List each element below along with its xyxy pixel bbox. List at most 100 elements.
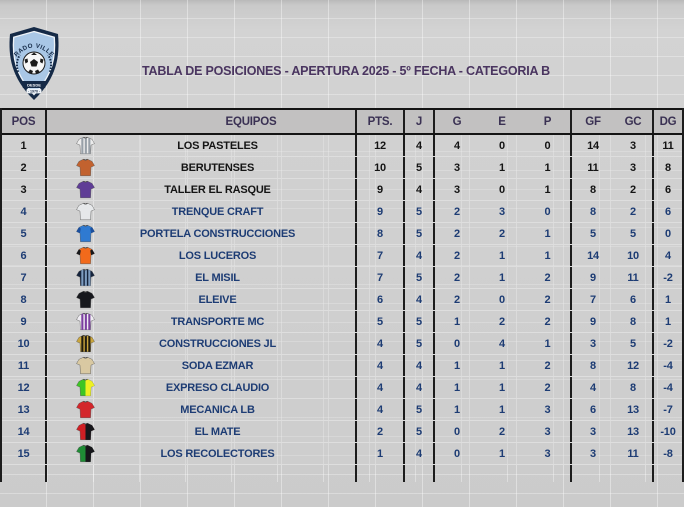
pts-cell: 9 [357,201,405,222]
j-cell: 4 [405,355,435,376]
since-band [20,81,48,88]
p-cell: 0 [525,135,572,156]
table-row: 1 LOS PASTELES 12 4 4 0 0 14 3 11 [2,135,682,157]
column-header-e: E [498,115,506,128]
team-shirt-icon [76,312,95,331]
gc-cell: 13 [614,399,654,420]
gf-cell: 6 [590,403,596,416]
gc-cell: 3 [614,157,654,178]
pts-cell: 4 [357,399,405,420]
e-cell: 1 [499,447,505,460]
team-shirt-icon [76,180,95,199]
team-shirt-icon [76,356,95,375]
team-name: TRANSPORTE MC [170,315,265,328]
pts-cell: 10 [357,157,405,178]
team-name: SODA EZMAR [181,359,254,372]
gf-cell: 4 [590,381,596,394]
g-cell: 3 [454,161,460,174]
team-name: LOS PASTELES [177,139,258,152]
e-cell: 1 [499,161,505,174]
gc-cell: 3 [614,135,654,156]
p-cell: 1 [525,179,572,200]
e-cell: 1 [499,381,505,394]
pos-cell: 2 [2,157,47,178]
gf-cell: 8 [590,183,596,196]
empty-cell [47,465,357,482]
team-cell: EXPRESO CLAUDIO [47,377,357,398]
pos-cell: 3 [2,179,47,200]
soccer-ball-icon [22,51,46,75]
gc-cell: 13 [614,421,654,442]
pos-cell: 13 [2,399,47,420]
gf-cell: 3 [590,447,596,460]
j-cell: 4 [405,377,435,398]
table-row: 7 EL MISIL 7 5 2 1 2 9 11 -2 [2,267,682,289]
j-cell: 5 [405,311,435,332]
dg-cell: 0 [665,227,671,240]
j-cell: 4 [405,443,435,464]
dg-cell: -7 [663,403,673,416]
table-row: 5 PORTELA CONSTRUCCIONES 8 5 2 2 1 5 5 0 [2,223,682,245]
team-cell: SODA EZMAR [47,355,357,376]
empty-cell [479,465,525,482]
p-cell: 3 [525,443,572,464]
column-header-g: G [452,115,462,128]
j-cell: 5 [405,399,435,420]
gf-cell: 8 [590,205,596,218]
team-cell: LOS PASTELES [47,135,357,156]
dg-cell: 6 [665,183,671,196]
g-cell: 3 [454,183,460,196]
table-body: 1 LOS PASTELES 12 4 4 0 0 14 3 11 2 BERUTENSES 10 5… [2,135,682,465]
team-shirt-icon [76,422,95,441]
e-cell: 3 [499,205,505,218]
empty-cell [572,465,614,482]
team-cell: TRANSPORTE MC [47,311,357,332]
e-cell: 1 [499,359,505,372]
team-shirt-icon [76,400,95,419]
g-cell: 2 [454,227,460,240]
team-name: EXPRESO CLAUDIO [165,381,270,394]
gc-cell: 5 [614,333,654,354]
table-footer-empty-row [2,465,682,482]
since-year-pill [26,88,42,94]
j-cell: 5 [405,421,435,442]
e-cell: 1 [499,403,505,416]
standings-table: POS EQUIPOS PTS. J G E P GF GC DG 1 LOS PASTELES 1… [0,108,684,482]
table-row: 3 TALLER EL RASQUE 9 4 3 0 1 8 2 6 [2,179,682,201]
p-cell: 3 [525,421,572,442]
gc-cell: 2 [614,179,654,200]
pts-cell: 7 [357,267,405,288]
team-name: TRENQUE CRAFT [171,205,264,218]
g-cell: 1 [454,403,460,416]
pos-cell: 4 [2,201,47,222]
e-cell: 2 [499,315,505,328]
j-cell: 5 [405,201,435,222]
table-row: 12 EXPRESO CLAUDIO 4 4 1 1 2 4 8 -4 [2,377,682,399]
team-cell: PORTELA CONSTRUCCIONES [47,223,357,244]
gf-cell: 14 [587,249,599,262]
team-shirt-icon [76,290,95,309]
pts-cell: 8 [357,223,405,244]
pts-cell: 1 [357,443,405,464]
pos-cell: 15 [2,443,47,464]
g-cell: 1 [454,315,460,328]
dg-cell: 4 [665,249,671,262]
pos-cell: 11 [2,355,47,376]
p-cell: 1 [525,157,572,178]
dg-cell: 6 [665,205,671,218]
p-cell: 2 [525,377,572,398]
gc-cell: 10 [614,245,654,266]
e-cell: 1 [499,271,505,284]
team-name: CONSTRUCCIONES JL [159,337,276,350]
g-cell: 0 [454,425,460,438]
team-cell: EL MISIL [47,267,357,288]
gf-cell: 9 [590,315,596,328]
e-cell: 4 [499,337,505,350]
g-cell: 2 [454,205,460,218]
p-cell: 1 [525,333,572,354]
team-name: EL MISIL [195,271,240,284]
pos-cell: 12 [2,377,47,398]
team-cell: CONSTRUCCIONES JL [47,333,357,354]
pts-cell: 12 [357,135,405,156]
g-cell: 1 [454,381,460,394]
